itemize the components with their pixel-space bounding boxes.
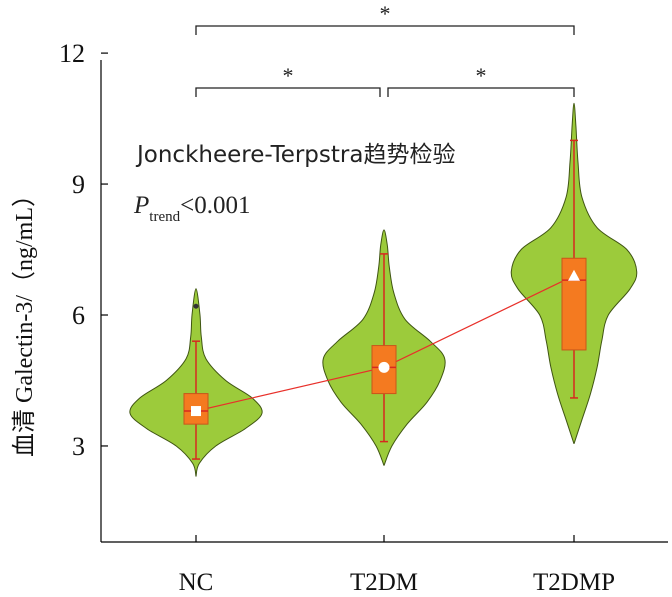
- outlier-point: [193, 303, 199, 309]
- sig-bracket-nc-t2dmp: *: [195, 1, 575, 35]
- significance-brackets: * * *: [195, 1, 575, 97]
- significance-star: *: [283, 63, 294, 88]
- boxplot-nc: [183, 303, 209, 460]
- boxplots: [183, 139, 587, 460]
- p-trend-label: Ptrend<0.001: [133, 192, 250, 225]
- significance-star: *: [380, 1, 391, 26]
- iqr-box: [183, 393, 209, 425]
- sig-bracket-nc-t2dm: *: [195, 63, 381, 97]
- mean-marker-circle: [378, 361, 390, 373]
- boxplot-t2dmp: [561, 139, 587, 399]
- sig-bracket-t2dm-t2dmp: *: [387, 63, 575, 97]
- x-tick-label-t2dm: T2DM: [350, 569, 418, 596]
- boxplot-t2dm: [371, 253, 397, 443]
- significance-star: *: [476, 63, 487, 88]
- x-tick-label-nc: NC: [179, 569, 214, 596]
- y-tick-label-12: 12: [59, 39, 85, 68]
- y-axis-title: 血清 Galectin-3/（ng/mL）: [11, 183, 38, 457]
- bracket-line: [195, 87, 381, 97]
- axes: 3 6 9 12 NC T2DM T2DMP: [59, 39, 668, 596]
- x-tick-label-t2dmp: T2DMP: [533, 569, 615, 596]
- trend-test-label: Jonckheere-Terpstra趋势检验: [135, 142, 455, 168]
- p-letter: P: [133, 192, 149, 219]
- mean-marker-square: [191, 406, 201, 417]
- mean-marker-triangle: [568, 269, 580, 281]
- p-value: <0.001: [180, 192, 250, 219]
- bracket-line: [387, 87, 575, 97]
- y-tick-label-6: 6: [72, 301, 85, 330]
- y-tick-label-3: 3: [72, 432, 85, 461]
- p-subscript: trend: [149, 209, 180, 225]
- y-tick-label-9: 9: [72, 170, 85, 199]
- bracket-line: [195, 25, 575, 35]
